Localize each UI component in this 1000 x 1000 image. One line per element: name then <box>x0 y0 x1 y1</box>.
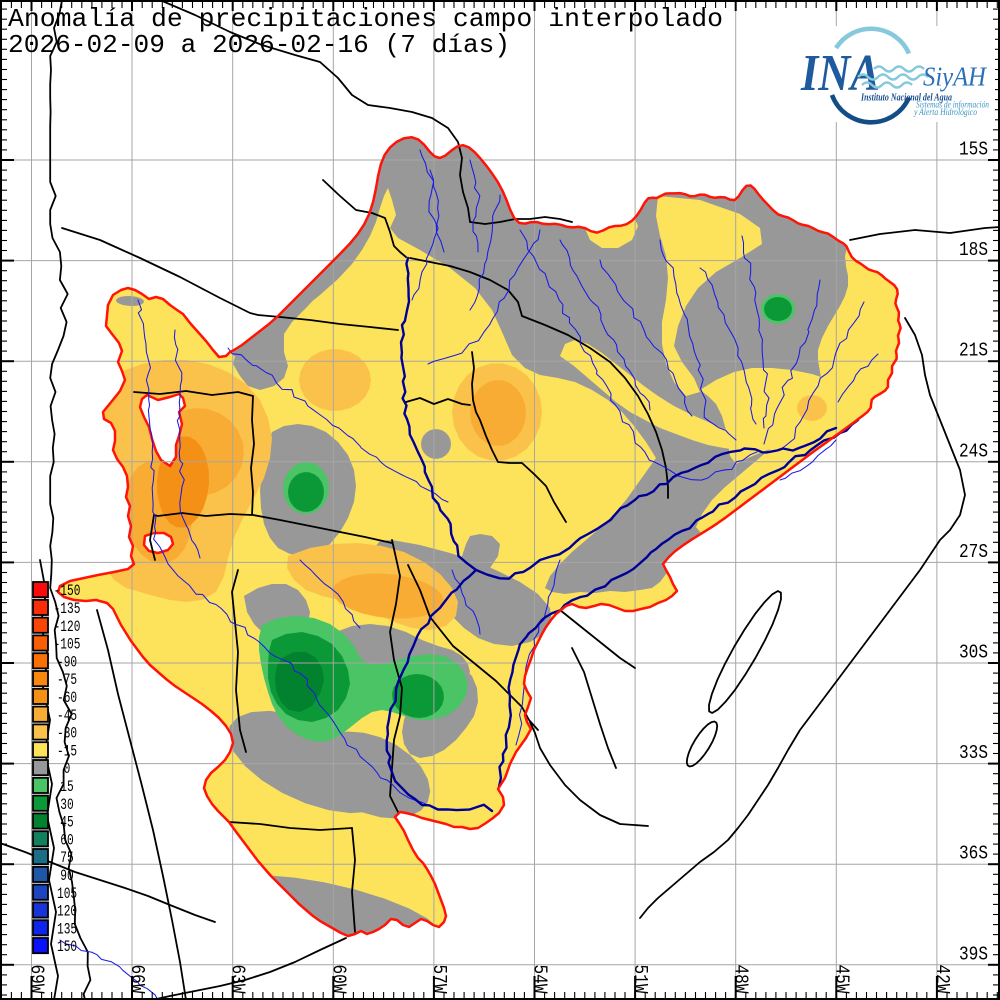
svg-text:-120: -120 <box>54 618 81 636</box>
svg-text:Anomalía de precipitaciones ca: Anomalía de precipitaciones campo interp… <box>8 4 723 34</box>
svg-text:45: 45 <box>60 814 73 832</box>
svg-text:45W: 45W <box>830 965 852 994</box>
svg-text:-75: -75 <box>57 671 77 689</box>
svg-text:-15: -15 <box>57 742 77 760</box>
svg-text:-90: -90 <box>57 653 77 671</box>
svg-text:105: 105 <box>57 885 77 903</box>
svg-text:63W: 63W <box>227 965 249 994</box>
svg-text:-45: -45 <box>57 707 77 725</box>
svg-text:57W: 57W <box>428 965 450 994</box>
svg-text:36S: 36S <box>959 843 988 865</box>
svg-text:24S: 24S <box>959 440 988 462</box>
svg-text:15S: 15S <box>959 139 988 161</box>
svg-text:90: 90 <box>60 867 73 885</box>
svg-text:0: 0 <box>64 760 71 778</box>
svg-text:69W: 69W <box>26 965 48 994</box>
svg-text:120: 120 <box>57 903 77 921</box>
svg-text:Sistemas de información: Sistemas de información <box>916 100 989 110</box>
svg-text:39S: 39S <box>959 943 988 965</box>
svg-text:SiyAH: SiyAH <box>923 62 987 92</box>
svg-text:27S: 27S <box>959 541 988 563</box>
svg-text:-135: -135 <box>54 600 81 618</box>
svg-text:y Alerta Hidrológico: y Alerta Hidrológico <box>913 107 977 117</box>
svg-text:2026-02-09 a 2026-02-16 (7 día: 2026-02-09 a 2026-02-16 (7 días) <box>8 30 510 60</box>
svg-text:60: 60 <box>60 831 73 849</box>
svg-text:33S: 33S <box>959 742 988 764</box>
svg-text:18S: 18S <box>959 239 988 261</box>
svg-text:75: 75 <box>60 849 73 867</box>
svg-text:48W: 48W <box>730 965 752 994</box>
svg-text:21S: 21S <box>959 340 988 362</box>
svg-text:51W: 51W <box>629 965 651 994</box>
svg-text:135: 135 <box>57 920 77 938</box>
svg-text:-105: -105 <box>54 636 81 654</box>
svg-text:30: 30 <box>60 796 73 814</box>
svg-text:66W: 66W <box>126 965 148 994</box>
svg-text:42W: 42W <box>931 965 953 994</box>
svg-text:150: 150 <box>57 938 77 956</box>
svg-text:Instituto Nacional del Agua: Instituto Nacional del Agua <box>860 92 952 103</box>
svg-text:INA: INA <box>800 45 880 102</box>
svg-text:-60: -60 <box>57 689 77 707</box>
svg-text:-30: -30 <box>57 725 77 743</box>
svg-text:54W: 54W <box>529 965 551 994</box>
svg-text:-150: -150 <box>54 582 81 600</box>
svg-text:60W: 60W <box>327 965 349 994</box>
svg-text:30S: 30S <box>959 642 988 664</box>
svg-text:15: 15 <box>60 778 73 796</box>
